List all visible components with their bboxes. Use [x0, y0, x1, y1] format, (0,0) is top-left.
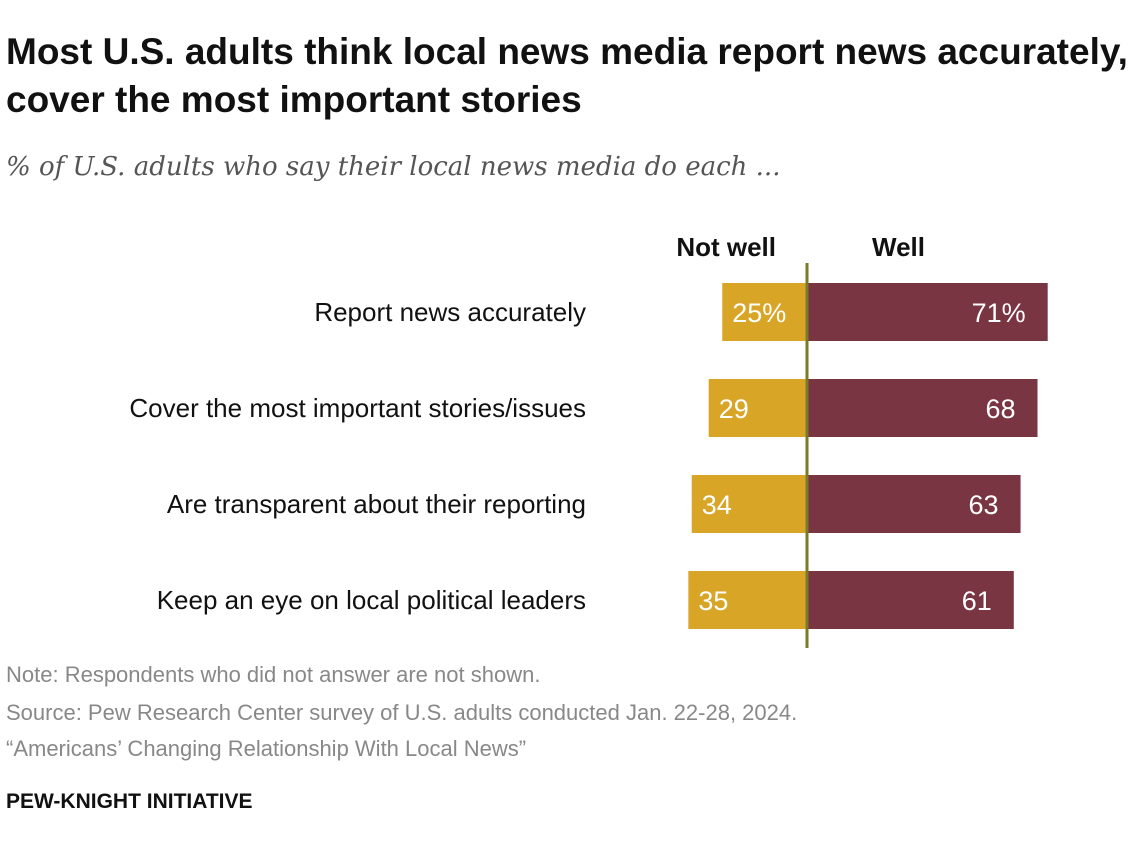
chart-subtitle: % of U.S. adults who say their local new… [6, 152, 781, 182]
chart-title: Most U.S. adults think local news media … [6, 31, 1128, 120]
category-label: Report news accurately [314, 297, 586, 327]
category-label: Are transparent about their reporting [167, 489, 586, 519]
note: Note: Respondents who did not answer are… [6, 662, 541, 687]
brand-label: PEW-KNIGHT INITIATIVE [6, 790, 253, 813]
data-label-not-well: 29 [719, 394, 749, 424]
bar-well [807, 283, 1048, 341]
category-label: Keep an eye on local political leaders [157, 585, 586, 615]
data-label-well: 61 [962, 586, 992, 616]
bar-not-well [691, 475, 807, 533]
data-label-not-well: 34 [702, 490, 732, 520]
legend-well: Well [872, 232, 925, 262]
data-label-not-well: 35 [698, 586, 728, 616]
data-label-well: 71% [972, 298, 1026, 328]
data-label-not-well: 25% [732, 298, 786, 328]
bar-not-well [708, 379, 807, 437]
data-label-well: 68 [985, 394, 1015, 424]
data-label-well: 63 [969, 490, 999, 520]
category-label: Cover the most important stories/issues [129, 393, 586, 423]
report-title: “Americans’ Changing Relationship With L… [6, 736, 527, 761]
source: Source: Pew Research Center survey of U.… [6, 700, 798, 725]
bar-not-well [688, 571, 807, 629]
legend-not-well: Not well [676, 232, 776, 262]
bar-well [807, 475, 1021, 533]
bar-not-well [722, 283, 807, 341]
bar-well [807, 571, 1014, 629]
bar-well [807, 379, 1038, 437]
